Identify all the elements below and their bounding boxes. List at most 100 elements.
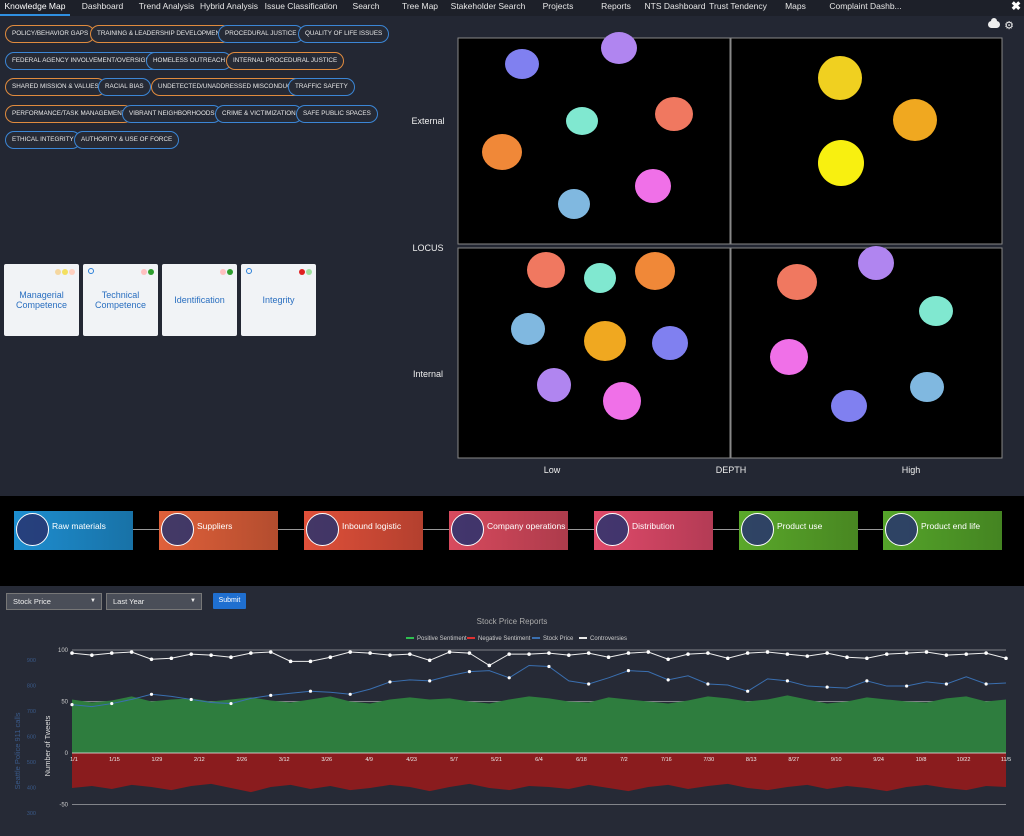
issue-bubble[interactable] — [919, 296, 953, 326]
issue-bubble[interactable] — [635, 252, 675, 290]
controversy-point[interactable] — [805, 654, 810, 658]
controversy-point[interactable] — [149, 657, 154, 662]
tab-tree-map[interactable]: Tree Map — [401, 1, 439, 11]
period-select[interactable]: Last Year ▼ — [106, 593, 202, 610]
stock-point[interactable] — [269, 693, 273, 697]
close-icon[interactable]: ✖ — [1010, 0, 1021, 13]
issue-bubble[interactable] — [558, 189, 590, 219]
tab-stakeholder-search[interactable]: Stakeholder Search — [450, 1, 526, 11]
controversy-point[interactable] — [229, 655, 233, 660]
tab-maps[interactable]: Maps — [785, 1, 806, 11]
controversy-point[interactable] — [308, 659, 313, 664]
controversy-point[interactable] — [1004, 656, 1008, 661]
chain-node[interactable]: Product end life — [883, 511, 1002, 550]
tab-trust-tendency[interactable]: Trust Tendency — [709, 1, 767, 11]
legend-entry[interactable]: Positive Sentiment — [417, 636, 467, 642]
issue-tag[interactable]: SHARED MISSION & VALUES — [5, 78, 106, 96]
issue-bubble[interactable] — [770, 339, 808, 375]
controversy-point[interactable] — [825, 651, 829, 655]
controversy-point[interactable] — [109, 651, 114, 655]
chain-node[interactable]: Inbound logistic — [304, 511, 423, 550]
tab-dashboard[interactable]: Dashboard — [81, 1, 124, 11]
controversy-point[interactable] — [944, 653, 949, 657]
controversy-point[interactable] — [90, 653, 94, 657]
stock-point[interactable] — [984, 682, 988, 686]
stock-point[interactable] — [110, 701, 114, 706]
tab-trend-analysis[interactable]: Trend Analysis — [138, 1, 195, 11]
gear-icon[interactable]: ⚙ — [1004, 20, 1014, 32]
settings-icon[interactable] — [246, 268, 252, 274]
controversy-point[interactable] — [527, 652, 531, 656]
controversy-point[interactable] — [388, 653, 392, 657]
controversy-point[interactable] — [686, 652, 690, 656]
controversy-point[interactable] — [288, 659, 293, 664]
issue-tag[interactable]: QUALITY OF LIFE ISSUES — [298, 25, 390, 43]
stock-point[interactable] — [587, 682, 591, 686]
stock-point[interactable] — [905, 684, 909, 688]
controversy-point[interactable] — [129, 650, 134, 654]
controversy-point[interactable] — [984, 651, 988, 655]
issue-bubble[interactable] — [635, 169, 671, 203]
settings-icon[interactable] — [88, 268, 94, 274]
issue-tag[interactable]: INTERNAL PROCEDURAL JUSTICE — [226, 52, 345, 70]
issue-bubble[interactable] — [893, 99, 937, 141]
tab-hybrid-analysis[interactable]: Hybrid Analysis — [199, 1, 259, 11]
controversy-point[interactable] — [467, 651, 472, 655]
issue-bubble[interactable] — [910, 372, 944, 402]
chain-node[interactable]: Raw materials — [14, 511, 133, 550]
controversy-point[interactable] — [865, 656, 869, 661]
controversy-point[interactable] — [487, 663, 492, 668]
tab-search[interactable]: Search — [352, 1, 380, 11]
issue-bubble[interactable] — [858, 246, 894, 280]
controversy-point[interactable] — [964, 652, 969, 656]
issue-bubble[interactable] — [584, 263, 616, 293]
controversy-point[interactable] — [348, 650, 353, 654]
issue-bubble[interactable] — [482, 134, 522, 170]
stock-point[interactable] — [865, 679, 869, 683]
issue-bubble[interactable] — [601, 32, 637, 64]
stock-point[interactable] — [507, 676, 511, 680]
cloud-icon[interactable] — [988, 18, 1001, 28]
controversy-point[interactable] — [567, 653, 571, 657]
stock-point[interactable] — [944, 682, 948, 686]
stock-point[interactable] — [547, 664, 551, 669]
stock-point[interactable] — [388, 680, 392, 684]
controversy-point[interactable] — [507, 652, 511, 656]
controversy-point[interactable] — [189, 652, 194, 656]
controversy-point[interactable] — [169, 656, 174, 661]
stock-point[interactable] — [785, 679, 790, 683]
controversy-point[interactable] — [427, 658, 432, 663]
stock-point[interactable] — [467, 670, 472, 674]
controversy-point[interactable] — [249, 651, 253, 655]
issue-bubble[interactable] — [818, 56, 862, 100]
stock-point[interactable] — [706, 682, 710, 686]
stock-point[interactable] — [308, 689, 313, 693]
controversy-point[interactable] — [626, 651, 631, 655]
issue-bubble[interactable] — [655, 97, 693, 131]
chain-node[interactable]: Product use — [739, 511, 858, 550]
controversy-point[interactable] — [209, 653, 213, 657]
controversy-point[interactable] — [606, 655, 611, 660]
competence-card[interactable]: Technical Competence — [83, 264, 158, 336]
stock-point[interactable] — [666, 678, 670, 682]
controversy-point[interactable] — [268, 650, 273, 654]
issue-bubble[interactable] — [603, 382, 641, 420]
chain-node[interactable]: Distribution — [594, 511, 713, 550]
controversy-point[interactable] — [884, 652, 889, 656]
controversy-point[interactable] — [725, 656, 730, 661]
controversy-point[interactable] — [408, 652, 412, 656]
issue-bubble[interactable] — [537, 368, 571, 402]
chain-node[interactable]: Suppliers — [159, 511, 278, 550]
controversy-point[interactable] — [765, 650, 770, 654]
submit-button[interactable]: Submit — [213, 593, 246, 609]
legend-entry[interactable]: Stock Price — [543, 636, 574, 642]
issue-bubble[interactable] — [584, 321, 626, 361]
tab-reports[interactable]: Reports — [601, 1, 631, 11]
controversy-point[interactable] — [70, 651, 74, 655]
stock-point[interactable] — [746, 689, 750, 693]
issue-tag[interactable]: FEDERAL AGENCY INVOLVEMENT/OVERSIGHT — [5, 52, 161, 70]
issue-bubble[interactable] — [652, 326, 688, 360]
stock-point[interactable] — [189, 697, 193, 702]
chain-node[interactable]: Company operations — [449, 511, 568, 550]
tab-projects[interactable]: Projects — [542, 1, 574, 11]
